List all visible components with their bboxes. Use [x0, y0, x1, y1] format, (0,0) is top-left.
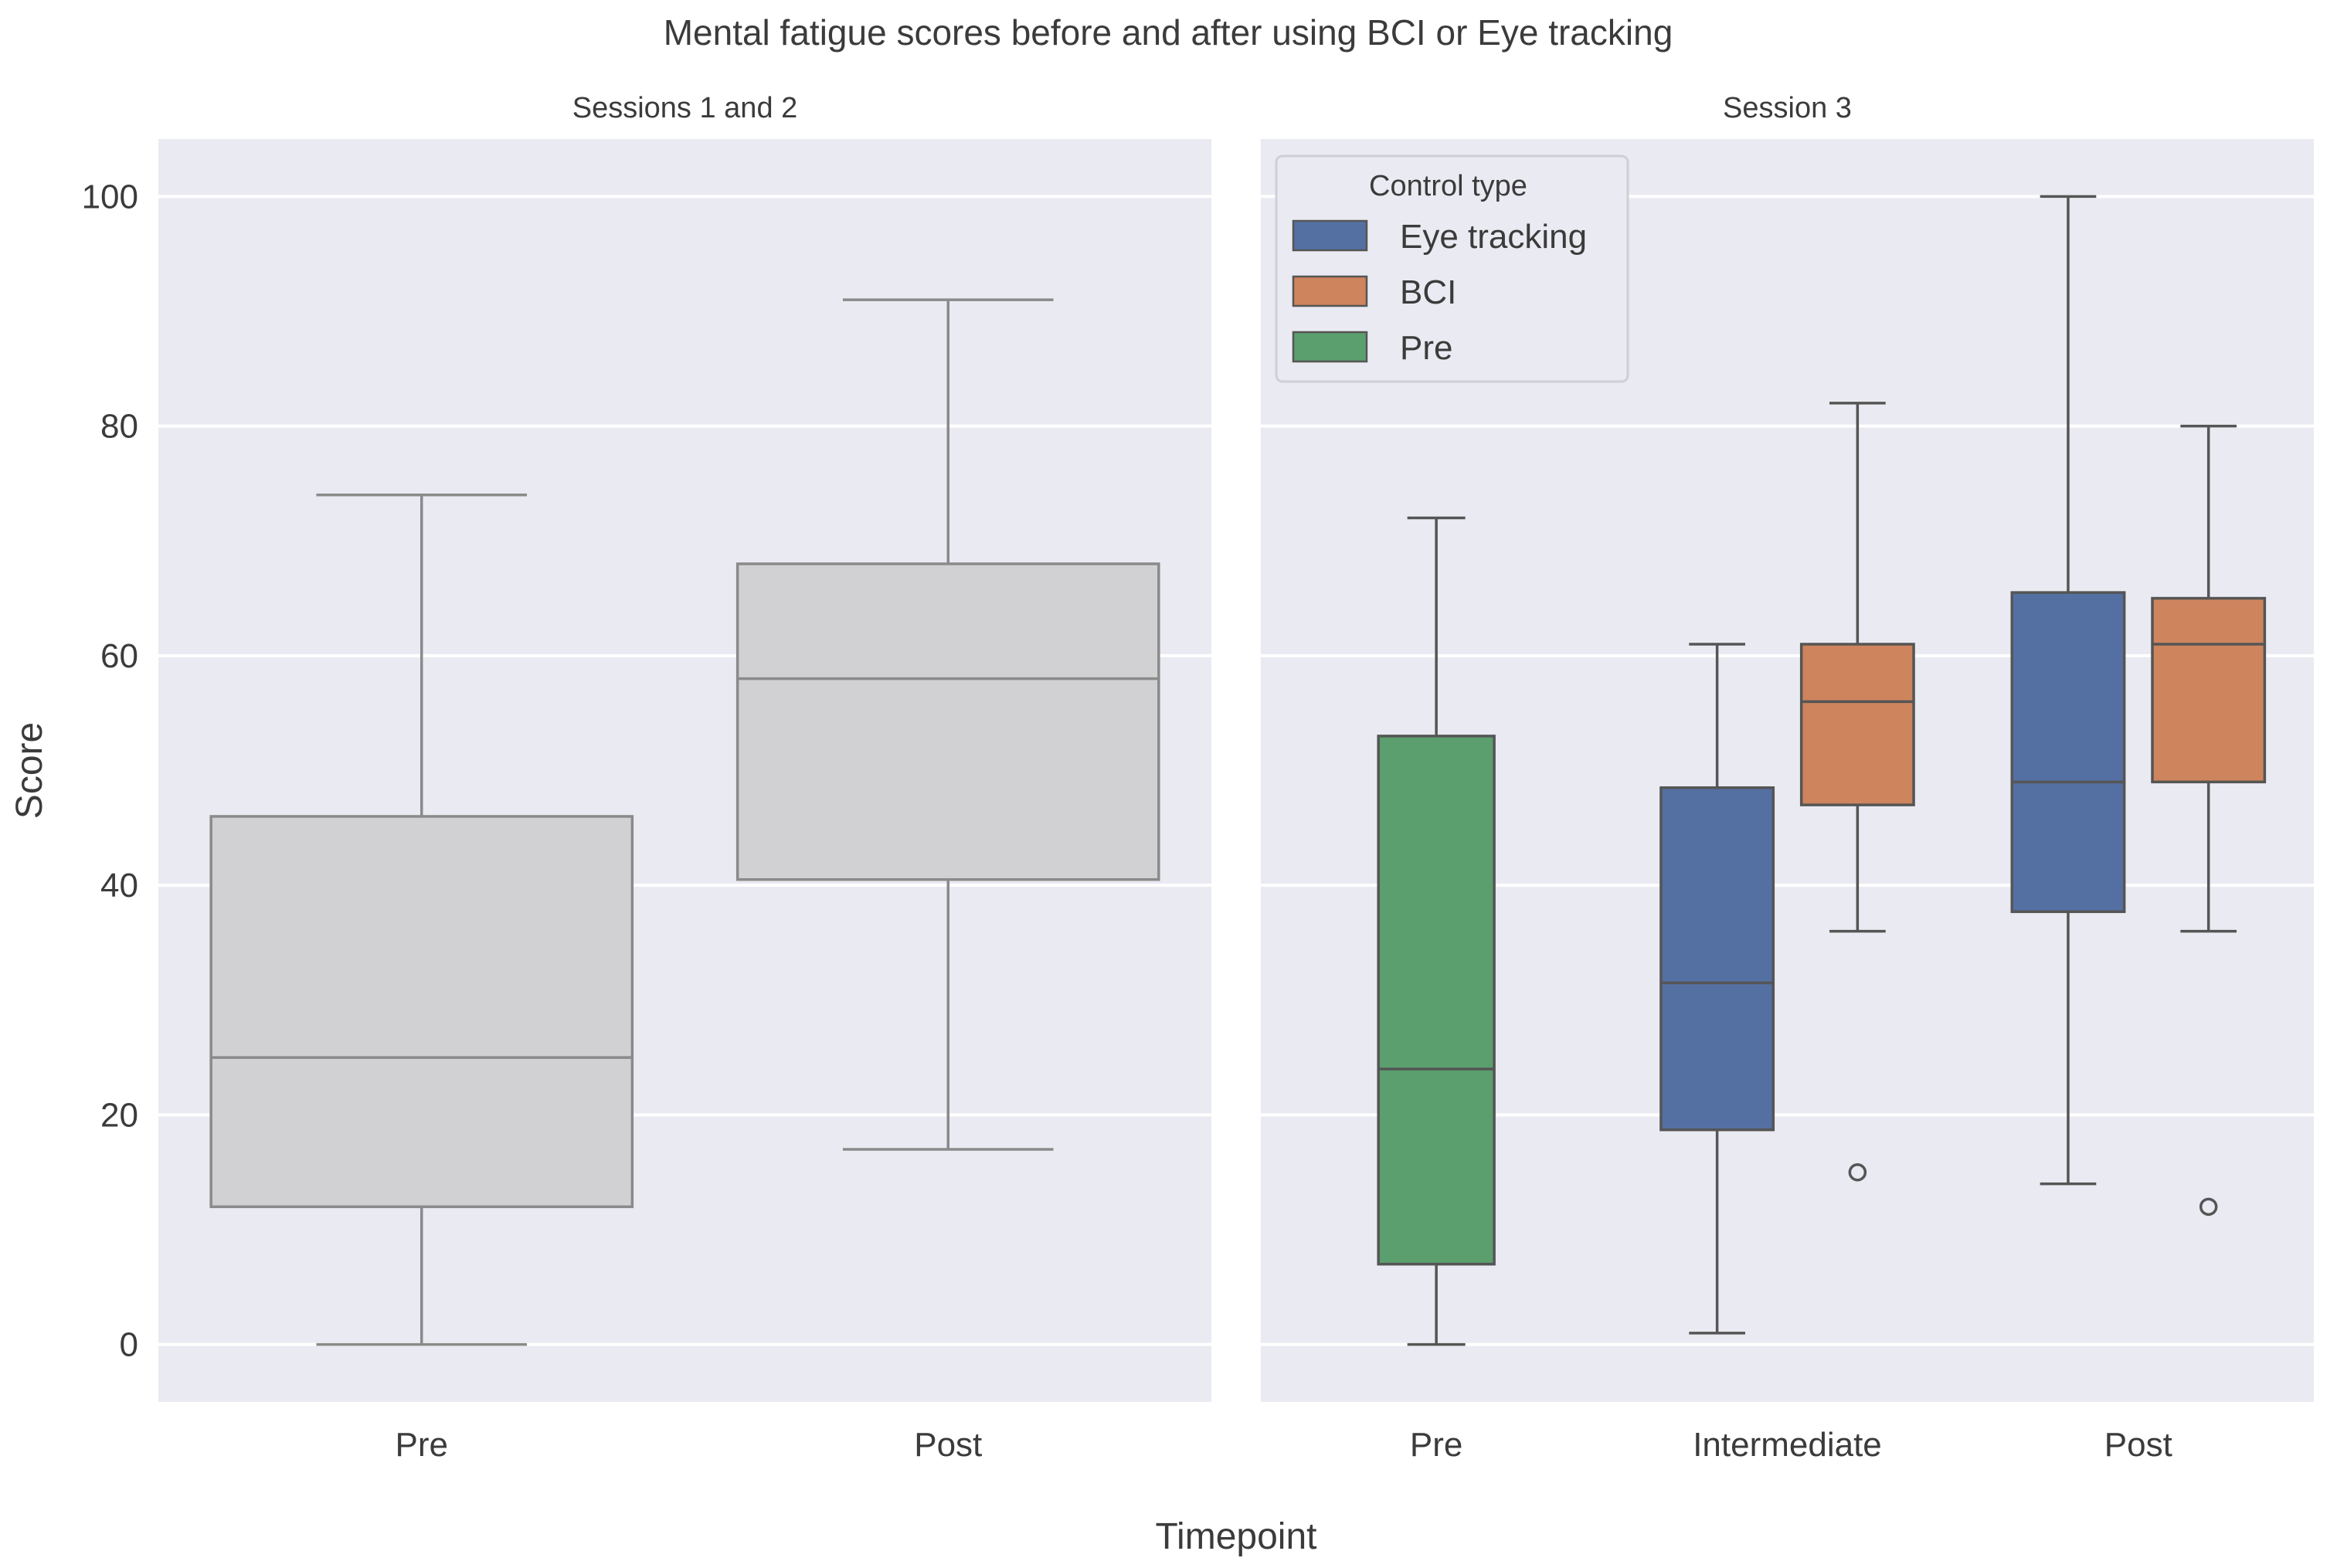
panel-title: Sessions 1 and 2	[572, 92, 798, 124]
box-body	[209, 815, 634, 1209]
box-body	[1799, 643, 1915, 806]
legend-swatch	[1292, 219, 1368, 252]
outlier-point	[1848, 1162, 1867, 1182]
box-intermediate-bci	[1799, 402, 1915, 1182]
box-body	[1377, 735, 1496, 1266]
legend-frame	[1275, 154, 1629, 383]
outlier-point	[2199, 1197, 2218, 1217]
x-axis-label: Timepoint	[1156, 1516, 1317, 1557]
legend-label: Eye tracking	[1400, 218, 1587, 256]
legend-label: Pre	[1400, 329, 1452, 367]
box-body	[2010, 591, 2126, 914]
y-tick-label: 60	[100, 637, 138, 675]
x-tick-label: Post	[914, 1426, 982, 1464]
y-tick-label: 100	[82, 178, 138, 216]
box-body	[735, 562, 1160, 881]
y-tick-label: 20	[100, 1096, 138, 1134]
x-tick-label: Intermediate	[1693, 1426, 1882, 1464]
box-pre-pre	[1377, 516, 1496, 1346]
panel-title: Session 3	[1723, 92, 1852, 124]
chart-title: Mental fatigue scores before and after u…	[664, 12, 1673, 53]
box-pre	[209, 494, 634, 1346]
legend-label: BCI	[1400, 273, 1456, 311]
panel-1: 0 20 40 60 80 100 Sessions 1 and 2 Pre Post	[82, 92, 1211, 1464]
y-tick-label: 40	[100, 867, 138, 904]
x-tick-label: Post	[2104, 1426, 2172, 1464]
box-post-bci	[2151, 424, 2267, 1217]
box-body	[2151, 596, 2267, 784]
y-axis-label: Score	[9, 722, 50, 819]
legend: Control type Eye tracking BCI Pre	[1275, 154, 1629, 383]
box-intermediate-eye-tracking	[1659, 643, 1775, 1335]
y-tick-label: 80	[100, 408, 138, 446]
box-post	[735, 298, 1160, 1151]
box-body	[1659, 786, 1775, 1132]
legend-title: Control type	[1369, 170, 1527, 202]
x-tick-label: Pre	[396, 1426, 448, 1464]
y-tick-label: 0	[120, 1326, 138, 1364]
panel-2: Session 3 Pre Intermediate Post Control type…	[1261, 92, 2314, 1464]
legend-swatch	[1292, 331, 1368, 363]
legend-swatch	[1292, 275, 1368, 307]
x-tick-label: Pre	[1410, 1426, 1462, 1464]
box-post-eye-tracking	[2010, 195, 2126, 1186]
